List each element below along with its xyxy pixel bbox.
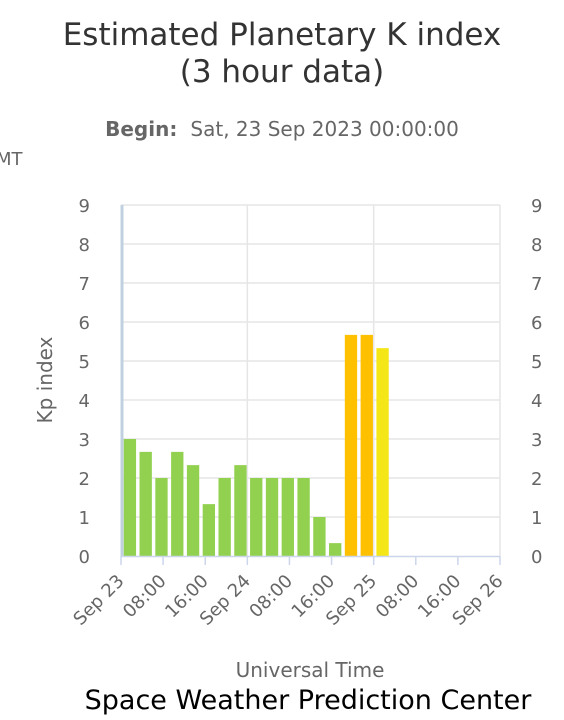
- y-tick-label-right: 6: [531, 313, 542, 334]
- kp-bar: [376, 348, 389, 556]
- y-tick-label-left: 4: [79, 391, 90, 412]
- y-tick-label-right: 2: [531, 469, 542, 490]
- kp-bar: [202, 504, 216, 556]
- clipped-left-text: MT: [0, 149, 24, 170]
- kp-bar: [218, 478, 231, 556]
- axes: [120, 205, 500, 558]
- subtitle-begin-label: Begin:: [105, 117, 177, 141]
- bar-series: [123, 334, 389, 556]
- y-axis-right-ticks: 0 1 2 3 4 5 6 7 8 9: [531, 196, 542, 568]
- kp-bar: [297, 478, 310, 556]
- kp-bar: [234, 465, 247, 556]
- kp-bar: [139, 451, 152, 556]
- kp-bar: [329, 543, 342, 556]
- kp-bar: [123, 439, 137, 556]
- y-tick-label-right: 0: [531, 547, 542, 568]
- y-tick-label-left: 9: [79, 196, 90, 217]
- chart-title-line-2: (3 hour data): [180, 54, 384, 90]
- grid-lines: [121, 204, 501, 556]
- kp-bar: [265, 478, 279, 556]
- y-axis-title: Kp index: [33, 336, 57, 423]
- y-tick-label-left: 6: [79, 313, 90, 334]
- y-tick-label-right: 3: [531, 430, 542, 451]
- kp-bar: [344, 334, 358, 556]
- kp-bar: [360, 334, 373, 556]
- y-tick-label-right: 4: [531, 391, 542, 412]
- y-tick-label-right: 8: [531, 235, 542, 256]
- x-tick-label: Sep 23: [69, 571, 128, 630]
- kp-bar: [313, 517, 326, 556]
- x-tick-label: 08:00: [372, 571, 424, 623]
- y-tick-label-right: 7: [531, 274, 542, 295]
- chart-subtitle: Begin: Sat, 23 Sep 2023 00:00:00: [105, 117, 459, 141]
- chart-title-line-1: Estimated Planetary K index: [63, 17, 502, 53]
- kp-bar: [171, 451, 184, 556]
- subtitle-begin-value: Sat, 23 Sep 2023 00:00:00: [190, 117, 458, 141]
- y-tick-label-left: 1: [79, 508, 90, 529]
- y-tick-label-left: 0: [79, 547, 90, 568]
- y-tick-label-left: 5: [79, 352, 90, 373]
- y-axis-left-ticks: 0 1 2 3 4 5 6 7 8 9: [79, 196, 90, 568]
- x-tick-label: 08:00: [245, 571, 297, 623]
- y-tick-label-left: 7: [79, 274, 90, 295]
- y-tick-label-right: 9: [531, 196, 542, 217]
- y-tick-label-left: 3: [79, 430, 90, 451]
- y-tick-label-left: 2: [79, 469, 90, 490]
- x-axis-title: Universal Time: [236, 658, 385, 682]
- kp-bar: [155, 478, 168, 556]
- kp-bar: [281, 478, 294, 556]
- y-tick-label-left: 8: [79, 235, 90, 256]
- kp-bar: [250, 478, 263, 556]
- credit-text: Space Weather Prediction Center: [85, 685, 533, 716]
- y-tick-label-right: 1: [531, 508, 542, 529]
- x-tick-label: 08:00: [119, 571, 171, 623]
- kp-bar: [186, 465, 200, 556]
- y-tick-label-right: 5: [531, 352, 542, 373]
